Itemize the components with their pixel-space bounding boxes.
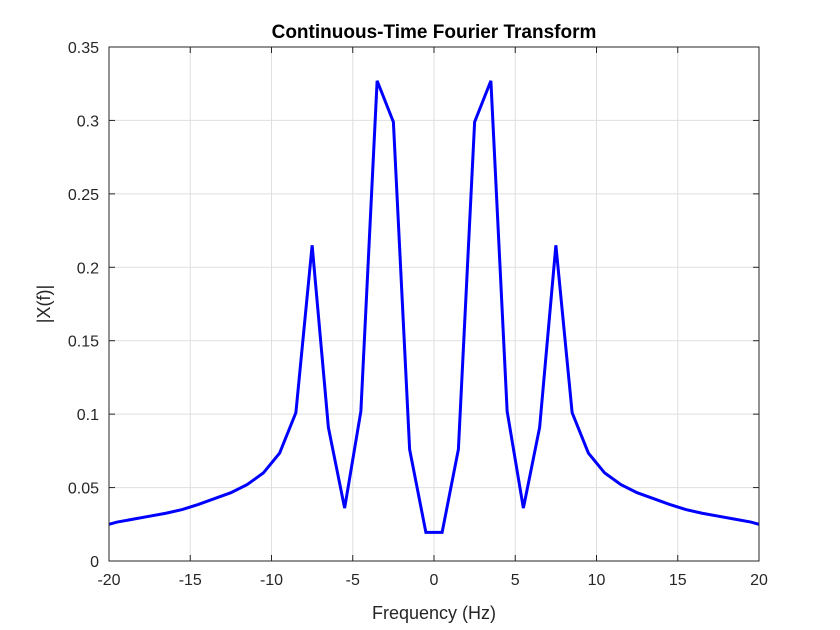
x-tick-label: 15 — [669, 572, 687, 589]
x-tick-label: -20 — [97, 572, 120, 589]
ticks — [108, 46, 760, 562]
y-tick-label: 0.05 — [68, 481, 99, 498]
y-tick-label: 0.2 — [77, 260, 99, 277]
x-tick-labels: -20 -15 -10 -5 0 5 10 15 20 — [97, 572, 768, 589]
y-tick-label: 0.1 — [77, 407, 99, 424]
x-tick-label: -15 — [179, 572, 202, 589]
series-line — [108, 80, 760, 534]
y-tick-label: 0.25 — [68, 187, 99, 204]
y-tick-label: 0.15 — [68, 334, 99, 351]
chart-title: Continuous-Time Fourier Transform — [272, 22, 597, 43]
series-group — [108, 80, 760, 534]
y-axis-label: |X(f)| — [34, 285, 54, 323]
x-tick-label: 20 — [750, 572, 768, 589]
x-tick-label: 10 — [588, 572, 606, 589]
x-tick-label: 5 — [511, 572, 520, 589]
y-tick-labels: 0 0.05 0.1 0.15 0.2 0.25 0.3 0.35 — [68, 40, 99, 571]
x-tick-label: 0 — [430, 572, 439, 589]
x-tick-label: -5 — [346, 572, 360, 589]
y-tick-label: 0.3 — [77, 113, 99, 130]
x-axis-label: Frequency (Hz) — [372, 603, 496, 623]
y-tick-label: 0.35 — [68, 40, 99, 57]
y-tick-label: 0 — [90, 554, 99, 571]
x-tick-label: -10 — [260, 572, 283, 589]
